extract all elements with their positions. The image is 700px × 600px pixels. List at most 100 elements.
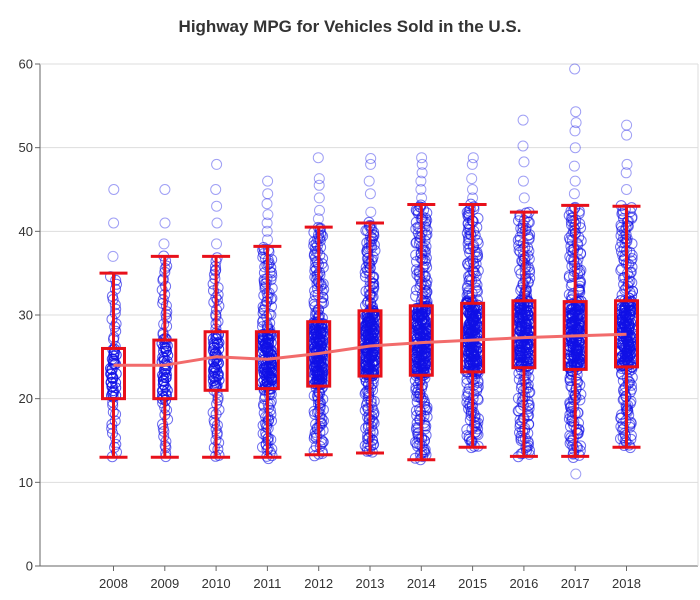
x-tick-label: 2009 <box>150 576 179 591</box>
data-point <box>161 312 172 324</box>
data-point <box>618 422 630 434</box>
data-point <box>365 158 377 170</box>
box-2008 <box>101 346 126 401</box>
data-point <box>368 307 380 319</box>
data-point <box>261 217 273 229</box>
data-point <box>211 200 223 212</box>
data-point <box>105 368 117 380</box>
y-tick-label: 60 <box>19 57 33 72</box>
data-point <box>570 468 582 480</box>
data-point <box>262 209 274 221</box>
data-point <box>520 222 532 234</box>
data-point <box>106 422 118 434</box>
y-tick-label: 40 <box>19 224 33 239</box>
data-point <box>365 206 377 218</box>
data-point <box>211 364 222 376</box>
data-point <box>467 152 479 164</box>
data-point <box>363 175 375 187</box>
data-point <box>466 173 478 185</box>
data-point <box>465 410 477 422</box>
y-tick-label: 30 <box>19 308 33 323</box>
data-point <box>516 396 528 408</box>
data-point <box>110 283 121 295</box>
x-tick-label: 2018 <box>612 576 641 591</box>
data-point <box>109 415 121 427</box>
data-point <box>517 140 529 152</box>
data-point <box>265 293 277 305</box>
data-point <box>157 297 169 309</box>
data-point <box>416 167 428 179</box>
data-point <box>261 225 273 237</box>
box-2010 <box>203 330 229 392</box>
data-point <box>620 167 632 179</box>
data-point <box>568 160 580 172</box>
data-point <box>109 307 121 319</box>
y-tick-label: 20 <box>19 391 33 406</box>
data-point <box>313 192 325 204</box>
data-point <box>416 158 428 170</box>
y-tick-label: 10 <box>19 475 33 490</box>
data-point <box>208 414 220 426</box>
data-point <box>570 117 582 129</box>
data-point <box>365 153 377 164</box>
data-point <box>312 213 324 225</box>
data-point <box>264 317 276 329</box>
data-point <box>362 243 374 254</box>
x-tick-label: 2015 <box>458 576 487 591</box>
data-point <box>157 379 169 390</box>
data-point <box>315 417 327 429</box>
data-point <box>158 375 169 387</box>
x-tick-label: 2012 <box>304 576 333 591</box>
data-point <box>108 217 120 229</box>
data-point <box>569 142 581 154</box>
x-tick-label: 2010 <box>202 576 231 591</box>
data-point <box>364 188 376 200</box>
data-point <box>467 184 478 195</box>
data-point <box>211 217 223 229</box>
data-point <box>415 184 427 195</box>
data-point <box>309 289 321 301</box>
data-point <box>416 152 428 164</box>
data-point <box>314 204 325 216</box>
data-point <box>568 188 580 200</box>
data-point <box>619 284 631 296</box>
box-2009 <box>152 338 178 401</box>
data-point <box>159 217 171 229</box>
data-point <box>569 175 581 187</box>
data-point <box>107 250 119 262</box>
data-point <box>111 278 122 290</box>
data-point <box>212 316 224 328</box>
data-point <box>569 125 581 137</box>
data-point <box>159 184 171 195</box>
data-point <box>568 447 580 459</box>
data-point <box>161 260 173 272</box>
data-point <box>466 158 478 170</box>
data-point <box>261 198 273 210</box>
data-point <box>211 238 222 250</box>
data-point <box>621 158 633 170</box>
data-point <box>210 184 222 195</box>
data-point <box>262 188 274 200</box>
data-point <box>310 306 322 318</box>
data-point <box>210 376 221 388</box>
data-point <box>418 434 430 446</box>
data-point <box>570 106 582 118</box>
box-2016 <box>511 299 537 370</box>
data-point <box>313 179 325 191</box>
data-point <box>416 192 428 204</box>
data-point <box>110 325 122 337</box>
data-point <box>311 264 322 275</box>
data-point <box>415 175 427 187</box>
y-tick-label: 0 <box>26 559 33 574</box>
data-point <box>157 327 169 339</box>
data-point <box>566 278 578 290</box>
data-point <box>569 63 581 75</box>
data-point <box>161 320 173 332</box>
x-tick-label: 2017 <box>561 576 590 591</box>
x-tick-label: 2011 <box>253 576 281 591</box>
data-point <box>518 156 530 168</box>
data-point <box>262 175 274 187</box>
data-point <box>158 238 170 250</box>
x-tick-label: 2013 <box>356 576 385 591</box>
